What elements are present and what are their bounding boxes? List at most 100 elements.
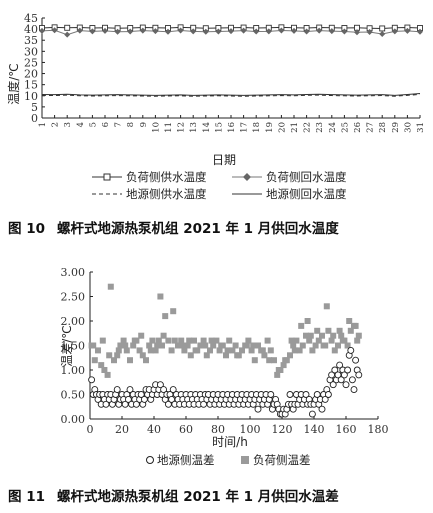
- fig11-load-point: [107, 283, 114, 290]
- fig11-load-point: [122, 342, 129, 349]
- fig11-ground-point: [342, 381, 350, 389]
- fig11-load-point: [152, 347, 159, 354]
- fig11-load-point: [328, 337, 335, 344]
- fig11-load-point: [296, 347, 303, 354]
- fig10-xtick-label: 23: [315, 122, 325, 133]
- fig11-load-point: [99, 337, 106, 344]
- fig11-load-point: [298, 322, 305, 329]
- fig11-ground-point: [126, 386, 134, 394]
- fig10-xtick-label: 15: [214, 122, 224, 133]
- fig10-series-line: [41, 93, 421, 97]
- legend-label-ground-supply: 地源侧供水温度: [126, 187, 207, 201]
- fig11-load-point: [346, 318, 353, 324]
- fig10-point: [51, 27, 58, 34]
- fig11-ground-point: [336, 361, 344, 369]
- fig10-caption-number: 图 10: [8, 221, 45, 237]
- fig11-tick-labels: 0.00 0.50 1.00 1.50 2.00 2.50 3.00 0 20 40 60 80 100…: [61, 266, 389, 436]
- fig11-caption: 图 11 螺杆式地源热泵机组 2021 年 1 月供回水温差: [8, 485, 339, 505]
- fig10-xtick-label: 27: [366, 122, 376, 133]
- legend-item-load-supply: 负荷侧供水温度: [92, 170, 207, 184]
- fig10-point: [278, 27, 285, 34]
- fig11-load-point: [336, 327, 343, 334]
- fig11-xtick-label: 0: [87, 423, 94, 436]
- fig10-point: [240, 27, 247, 34]
- fig11-load-point: [114, 352, 121, 359]
- fig11-ground-point: [337, 376, 345, 384]
- fig11-load-point: [175, 342, 181, 349]
- fig11-load-point: [325, 327, 332, 334]
- fig11-load-point: [186, 337, 193, 344]
- fig11-load-point: [216, 347, 223, 354]
- fig10-point: [316, 27, 323, 34]
- fig11-load-point: [306, 337, 313, 344]
- fig10-ytick-label: 5: [31, 101, 38, 114]
- fig11-ground-point: [344, 366, 352, 374]
- fig11-xtick-label: 160: [336, 423, 357, 436]
- fig11-ytick-label: 2.00: [61, 315, 86, 328]
- fig11-xtick-label: 80: [211, 423, 225, 436]
- fig11-ground-point: [160, 386, 168, 394]
- fig11-ground-point: [350, 386, 358, 394]
- fig11-load-point: [101, 367, 108, 373]
- fig11-load-point: [130, 342, 137, 349]
- fig11-load-point: [250, 342, 257, 349]
- fig10-series-group: [39, 24, 423, 97]
- fig11-load-point: [200, 337, 207, 344]
- fig11-ground-point: [355, 371, 363, 379]
- fig11-ytick-label: 2.50: [61, 291, 86, 304]
- legend-label-load-return: 负荷侧回水温度: [266, 170, 347, 184]
- fig10-xtick-label: 7: [114, 122, 124, 127]
- fig10-series-line: [41, 93, 421, 96]
- fig11-load-point: [131, 337, 138, 344]
- fig11-load-point: [207, 347, 213, 354]
- fig11-load-point: [354, 337, 361, 344]
- fig11-load-point: [218, 342, 225, 349]
- fig11-load-point: [274, 371, 281, 378]
- fig11-load-point: [171, 337, 178, 344]
- fig11-load-point: [291, 347, 298, 354]
- fig11-load-point: [264, 337, 271, 344]
- fig11-load-point: [251, 357, 258, 364]
- fig10-xtick-label: 8: [126, 122, 136, 127]
- fig10-xtick-label: 3: [63, 122, 73, 127]
- fig11-ground-point: [254, 405, 262, 413]
- fig10-xtick-label: 10: [151, 122, 161, 133]
- fig11-ytick-label: 1.00: [61, 364, 86, 377]
- fig11-load-point: [111, 357, 117, 364]
- fig11-load-point: [243, 342, 250, 349]
- fig11-caption-number: 图 11: [8, 489, 45, 505]
- fig10-ytick-label: 30: [24, 45, 38, 58]
- fig11-load-point: [352, 322, 359, 329]
- fig10-xtick-label: 26: [353, 122, 363, 133]
- fig10-point: [102, 27, 108, 34]
- fig11-load-point: [312, 342, 319, 349]
- fig10-caption-text: 螺杆式地源热泵机组 2021 年 1 月供回水温度: [57, 221, 339, 237]
- fig11-load-point: [315, 337, 322, 344]
- fig11-load-point: [213, 337, 220, 344]
- fig10-xlabel: 日期: [212, 153, 236, 167]
- fig10-ytick-label: 40: [24, 23, 38, 36]
- fig10-point: [328, 28, 335, 35]
- fig11-ground-point: [302, 391, 310, 398]
- fig11-load-point: [191, 337, 197, 344]
- fig11-load-point: [259, 347, 266, 354]
- fig10-point: [215, 28, 222, 35]
- fig10-ytick-label: 15: [24, 79, 38, 92]
- fig10-xtick-label: 2: [51, 122, 61, 127]
- fig11-ground-point: [329, 381, 337, 389]
- fig10-ylabel: 温度/℃: [6, 63, 21, 105]
- fig11-load-point: [115, 347, 122, 354]
- fig11-load-point: [139, 352, 146, 359]
- fig11-load-point: [266, 357, 273, 364]
- fig10-xtick-label: 30: [403, 122, 413, 133]
- fig11-load-point: [331, 347, 338, 354]
- fig11-load-point: [159, 342, 165, 349]
- fig11-ground-point: [113, 386, 121, 394]
- fig11-load-point: [210, 342, 217, 349]
- fig10-axes: [41, 17, 421, 119]
- fig10-point: [291, 27, 297, 34]
- fig11-load-point: [339, 337, 346, 344]
- fig10-xtick-label: 22: [303, 122, 313, 133]
- fig10-point: [379, 25, 386, 32]
- fig11-load-point: [234, 352, 241, 359]
